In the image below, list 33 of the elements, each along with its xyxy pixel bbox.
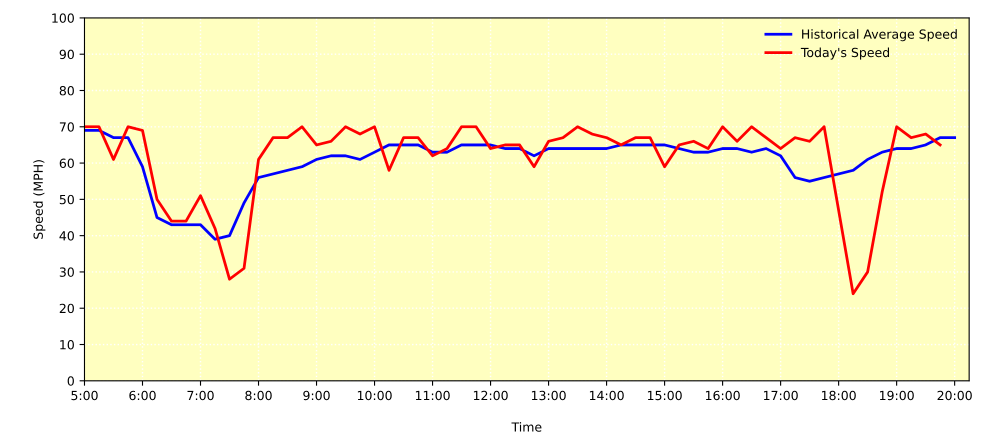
x-tick-label: 16:00 [706,390,740,400]
legend-label: Today's Speed [800,48,890,60]
x-axis-title: Time [511,422,542,432]
y-tick-label: 20 [60,304,74,314]
x-tick-label: 20:00 [938,390,972,400]
x-tick-label: 17:00 [764,390,798,400]
y-tick-label: 0 [68,376,74,386]
y-tick-label: 50 [60,194,74,204]
x-tick-label: 5:00 [71,390,98,400]
y-tick-label: 80 [60,86,74,96]
x-tick-label: 11:00 [416,390,450,400]
x-tick-label: 10:00 [358,390,392,400]
x-tick-label: 12:00 [474,390,508,400]
line-series [84,125,942,296]
y-tick-label: 30 [60,267,74,277]
x-tick-label: 14:00 [590,390,624,400]
y-tick-label: 10 [60,340,74,350]
x-tick-label: 18:00 [822,390,856,400]
y-tick-label: 70 [60,122,74,132]
x-tick-label: 19:00 [880,390,914,400]
x-tick-label: 6:00 [129,390,156,400]
legend-label: Historical Average Speed [802,29,957,42]
y-tick-label: 60 [60,158,74,168]
line-series [84,129,956,241]
x-tick-label: 8:00 [245,390,272,400]
x-tick-label: 13:00 [532,390,566,400]
y-axis-title: Speed (MPH) [33,160,46,239]
x-tick-label: 9:00 [303,390,330,400]
y-tick-label: 90 [60,50,74,60]
y-tick-label: 40 [59,231,74,241]
x-tick-label: 7:00 [188,390,214,400]
x-tick-label: 15:00 [648,390,682,400]
y-tick-label: 100 [52,13,74,23]
